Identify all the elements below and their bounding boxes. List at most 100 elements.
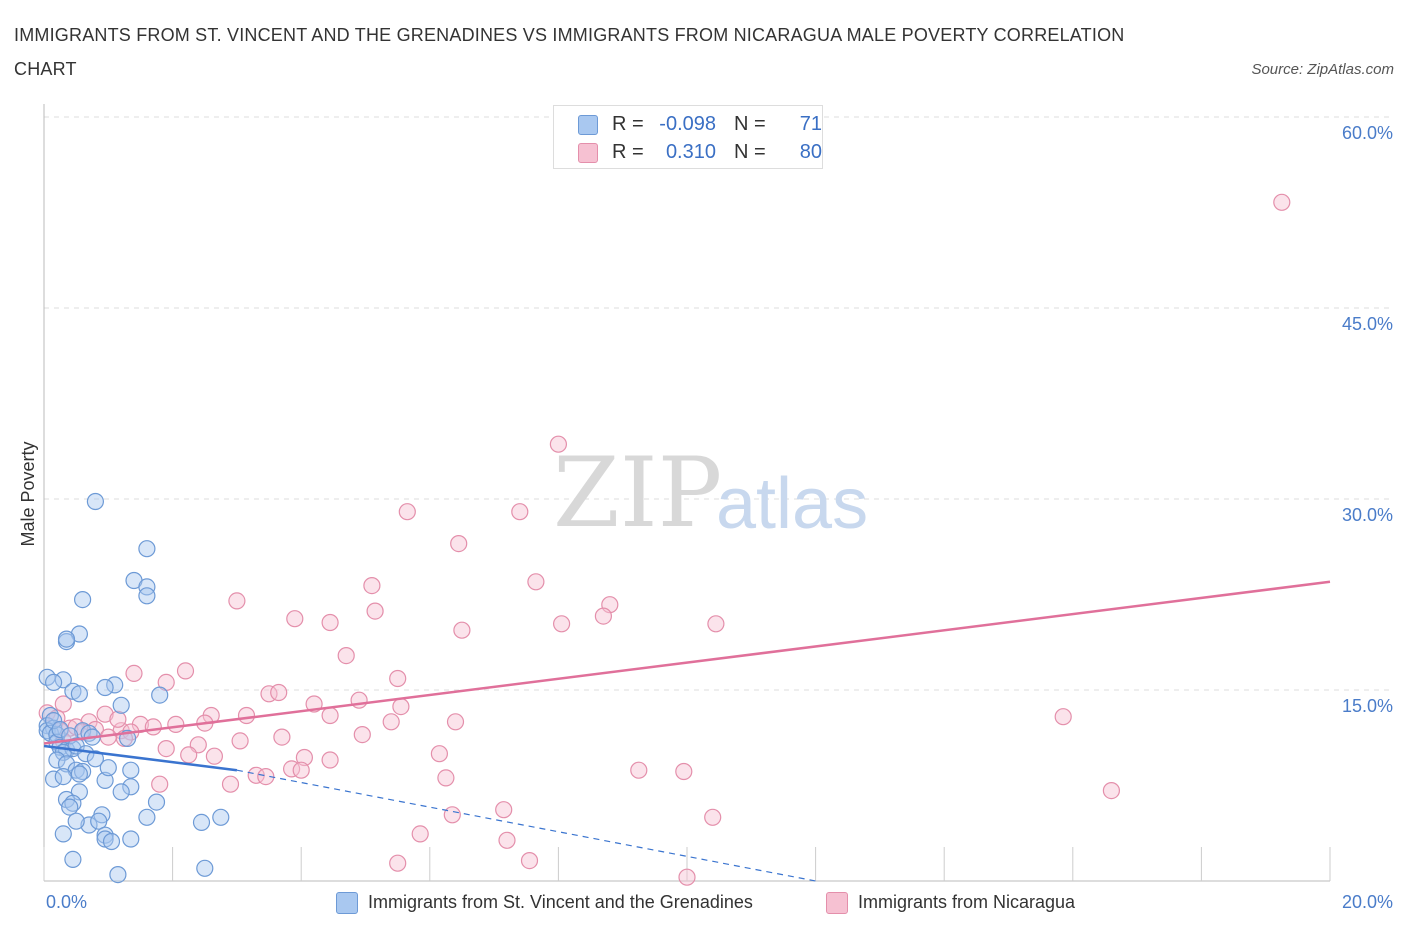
stats-swatch-blue [578, 115, 598, 135]
point-st-vincent [192, 813, 211, 832]
point-st-vincent [70, 685, 89, 703]
point-nicaragua [392, 697, 410, 716]
point-st-vincent [109, 865, 127, 884]
point-nicaragua [321, 706, 339, 725]
point-st-vincent [122, 761, 140, 779]
point-st-vincent [138, 808, 156, 826]
point-nicaragua [382, 713, 400, 731]
axes [43, 104, 1331, 882]
watermark-zip: ZIP [553, 437, 722, 549]
point-nicaragua [389, 854, 407, 872]
legend-swatch-pink [826, 892, 848, 914]
point-nicaragua [295, 748, 313, 767]
y-axis-label: Male Poverty [18, 441, 38, 546]
point-nicaragua [430, 745, 448, 763]
point-st-vincent [57, 755, 76, 773]
chart-title: IMMIGRANTS FROM ST. VINCENT AND THE GREN… [14, 25, 1125, 79]
point-st-vincent [212, 808, 230, 826]
legend: Immigrants from St. Vincent and the Gren… [0, 888, 1406, 916]
point-nicaragua [437, 769, 455, 787]
point-st-vincent [44, 673, 63, 692]
point-nicaragua [1102, 781, 1121, 800]
point-st-vincent [73, 590, 92, 609]
point-st-vincent [106, 676, 124, 694]
point-st-vincent [122, 778, 140, 796]
stats-r-label: R = [612, 141, 644, 163]
y-tick-label: 60.0% [1342, 123, 1393, 143]
stats-box: R = -0.098 N = 71 R = 0.310 N = 80 [553, 105, 823, 169]
point-st-vincent [196, 859, 214, 877]
point-nicaragua [180, 746, 198, 764]
point-nicaragua [228, 592, 246, 610]
point-nicaragua [389, 669, 407, 688]
point-st-vincent [122, 830, 140, 848]
point-nicaragua [144, 718, 162, 736]
point-nicaragua [366, 602, 384, 620]
stats-r-label: R = [612, 113, 644, 135]
trend-lines [43, 580, 1331, 882]
point-nicaragua [286, 610, 304, 628]
point-nicaragua [675, 762, 693, 781]
point-st-vincent [112, 696, 130, 714]
point-nicaragua [221, 775, 240, 793]
point-nicaragua [151, 775, 169, 793]
point-nicaragua [257, 767, 275, 786]
point-st-vincent [99, 759, 117, 777]
source-note: Source: ZipAtlas.com [1251, 61, 1394, 78]
trend-line-st-vincent [43, 744, 238, 772]
point-nicaragua [1273, 193, 1291, 211]
point-nicaragua [363, 576, 381, 595]
trend-line-nicaragua [43, 580, 1331, 745]
point-st-vincent [70, 625, 89, 643]
point-st-vincent [44, 770, 63, 788]
point-nicaragua [495, 801, 513, 819]
point-nicaragua [411, 825, 429, 843]
point-st-vincent [102, 832, 121, 851]
point-st-vincent [112, 783, 130, 801]
stats-n-value: 80 [799, 141, 822, 163]
point-st-vincent [54, 671, 72, 689]
tick-labels: 15.0% 30.0% 45.0% 60.0% 0.0% 20.0% [46, 123, 1393, 912]
point-nicaragua [630, 761, 648, 779]
point-nicaragua [109, 710, 127, 728]
point-st-vincent [86, 750, 105, 768]
point-nicaragua [552, 615, 571, 633]
point-st-vincent [138, 587, 156, 605]
point-st-vincent [70, 765, 89, 783]
point-nicaragua [707, 615, 725, 633]
point-st-vincent [64, 850, 82, 869]
point-nicaragua [398, 503, 416, 521]
x-tick-label: 0.0% [46, 892, 87, 912]
y-tick-label: 15.0% [1342, 696, 1393, 716]
point-nicaragua [511, 503, 529, 521]
stats-r-value: -0.098 [659, 113, 716, 135]
point-nicaragua [54, 695, 72, 713]
stats-r-value: 0.310 [665, 141, 716, 163]
point-st-vincent [86, 492, 105, 511]
legend-swatch-blue [336, 892, 358, 914]
point-st-vincent [80, 816, 98, 834]
point-st-vincent [96, 826, 114, 844]
point-st-vincent [48, 751, 66, 769]
point-st-vincent [44, 711, 63, 730]
point-st-vincent [151, 686, 169, 704]
point-nicaragua [321, 751, 339, 769]
stats-swatch-pink [578, 143, 598, 163]
gridlines [44, 116, 1394, 691]
point-nicaragua [527, 573, 545, 591]
point-st-vincent [38, 722, 56, 740]
y-tick-label: 45.0% [1342, 314, 1393, 334]
point-nicaragua [231, 732, 249, 750]
stats-n-label: N = [734, 141, 766, 163]
point-nicaragua [321, 613, 339, 632]
stats-n-label: N = [734, 113, 766, 135]
x-tick-label: 20.0% [1342, 892, 1393, 912]
point-nicaragua [337, 646, 355, 665]
point-nicaragua [1054, 708, 1072, 726]
point-st-vincent [147, 793, 166, 811]
point-nicaragua [450, 534, 468, 553]
point-nicaragua [96, 705, 114, 723]
point-nicaragua [678, 868, 696, 886]
point-nicaragua [176, 662, 195, 680]
point-st-vincent [138, 578, 156, 596]
